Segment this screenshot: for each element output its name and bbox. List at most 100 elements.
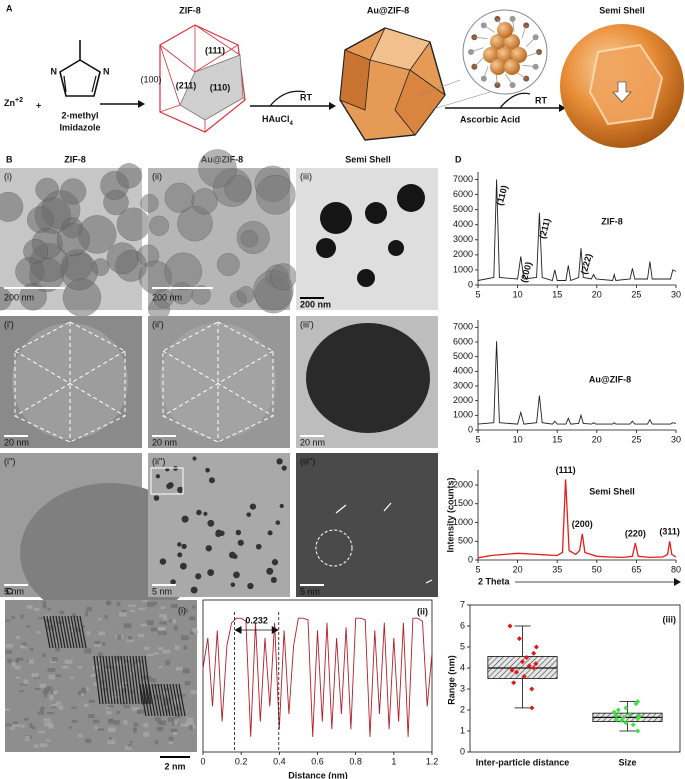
nanoparticle — [270, 576, 277, 583]
noise — [86, 606, 93, 612]
stroke — [63, 75, 67, 93]
point — [613, 716, 619, 722]
noise — [158, 666, 163, 669]
panel-tag: (iii'') — [300, 456, 315, 466]
noise — [159, 614, 167, 618]
noise — [123, 683, 129, 687]
particle — [164, 252, 203, 291]
panel-tag: (ii) — [152, 171, 162, 181]
noise — [59, 610, 65, 615]
x-tick-label: 50 — [592, 564, 602, 574]
point — [630, 722, 636, 728]
noise — [124, 659, 130, 663]
nanoparticle — [196, 509, 202, 516]
stroke — [483, 66, 489, 79]
particle — [316, 238, 336, 258]
noise — [20, 614, 24, 619]
noise — [117, 684, 125, 689]
stroke — [521, 25, 527, 38]
noise — [170, 728, 178, 733]
noise — [85, 611, 89, 617]
scale-label: 200 nm — [300, 299, 331, 309]
noise — [181, 635, 189, 641]
nanoparticle — [177, 542, 182, 547]
reagent-name: Zn — [4, 98, 15, 108]
stroke — [194, 24, 241, 56]
lattice-fringe — [160, 683, 168, 717]
noise — [52, 690, 58, 695]
panel-tag: (ii) — [417, 606, 428, 616]
noise — [42, 689, 49, 695]
noise — [34, 607, 40, 611]
noise — [94, 726, 99, 730]
stroke — [242, 97, 246, 101]
noise — [123, 720, 128, 726]
overlay — [150, 467, 184, 495]
noise — [173, 720, 179, 725]
arrow-curve — [499, 92, 531, 109]
noise — [129, 609, 136, 613]
lattice-fringe — [67, 615, 75, 649]
noise — [42, 653, 46, 658]
y-tick-label: 3000 — [453, 380, 473, 390]
noise — [113, 720, 120, 725]
nanoparticle — [249, 503, 257, 510]
lattice-fringe — [120, 655, 128, 705]
micrograph — [296, 453, 438, 597]
noise — [50, 689, 55, 694]
y-tick-label: 1 — [460, 725, 465, 735]
plot-frame — [202, 599, 433, 753]
noise — [116, 711, 120, 715]
x-tick-label: 0.6 — [311, 756, 324, 766]
annotation: 0.232 — [245, 615, 268, 625]
noise — [105, 602, 112, 605]
noise — [122, 687, 127, 693]
noise — [137, 633, 145, 638]
noise — [30, 648, 34, 651]
particle — [388, 240, 404, 256]
scale-label: 20 nm — [300, 437, 325, 447]
stroke — [526, 36, 536, 47]
lattice-fringe — [138, 655, 146, 705]
x-tick-label: 25 — [631, 434, 641, 444]
panel-tag: (iii) — [663, 614, 677, 624]
stroke — [159, 104, 181, 113]
noise — [115, 655, 123, 660]
overlay — [14, 350, 126, 417]
peak-label: (200) — [572, 519, 593, 529]
x-tick-label: 1 — [391, 756, 396, 766]
noise — [23, 679, 29, 685]
particle — [320, 202, 352, 234]
nanoparticle — [235, 529, 242, 536]
noise — [129, 690, 135, 694]
point — [531, 665, 537, 671]
noise — [55, 674, 62, 677]
x-tick-label: 0.8 — [349, 756, 362, 766]
lattice-fringe — [108, 655, 116, 705]
lattice-fringe — [123, 655, 131, 705]
nanoparticle — [205, 467, 210, 473]
label: N — [103, 66, 110, 76]
panel-tag: (i'') — [4, 456, 15, 466]
stroke — [91, 75, 97, 93]
plus: + — [36, 100, 41, 110]
nanoparticle — [205, 545, 212, 552]
noise — [77, 734, 83, 738]
lattice-fringe — [141, 655, 149, 705]
scale-label: 5 nm — [300, 586, 320, 596]
plot-frame — [469, 604, 681, 753]
nanoparticle — [195, 573, 202, 580]
point — [623, 720, 629, 726]
noise — [46, 711, 55, 715]
stroke — [522, 64, 536, 68]
point — [636, 713, 642, 719]
noise — [61, 665, 69, 669]
point — [621, 714, 627, 720]
noise — [163, 616, 168, 621]
scale-label: 2 nm — [164, 761, 185, 771]
lattice-fringe — [102, 655, 110, 705]
noise — [90, 673, 96, 677]
noise — [184, 681, 191, 686]
stroke — [419, 79, 461, 96]
noise — [192, 605, 196, 609]
